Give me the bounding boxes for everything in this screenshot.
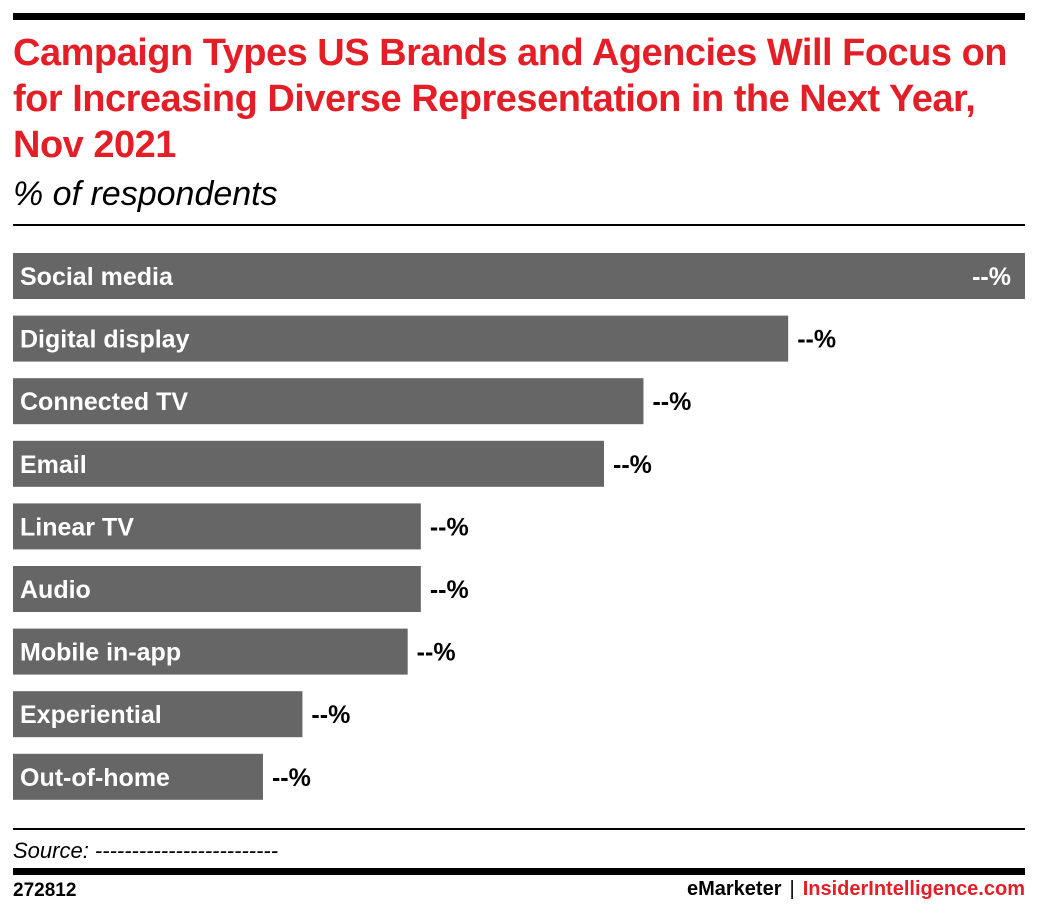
bar-category-label: Experiential	[20, 701, 162, 729]
chart-subtitle: % of respondents	[13, 175, 278, 213]
bar-category-label: Mobile in-app	[20, 639, 181, 667]
bar-value-label: --%	[613, 451, 652, 479]
brand-separator: |	[789, 878, 795, 900]
brand-emarketer: eMarketer	[686, 878, 782, 900]
chart-title: Campaign Types US Brands and Agencies Wi…	[13, 32, 1008, 166]
bar-category-label: Connected TV	[20, 388, 188, 416]
header-divider	[13, 224, 1025, 226]
bar-value-label: --%	[797, 326, 836, 354]
top-rule	[13, 13, 1025, 20]
bar-category-label: Email	[20, 451, 87, 479]
bar-category-label: Social media	[20, 263, 174, 291]
bar-2	[13, 378, 644, 425]
bar-7	[13, 691, 303, 738]
footer-divider	[13, 828, 1025, 830]
bar-value-label: --%	[430, 576, 469, 604]
bar-1	[13, 315, 789, 362]
chart-id: 272812	[13, 880, 77, 901]
bar-3	[13, 440, 605, 487]
bar-category-label: Out-of-home	[20, 764, 170, 792]
bottom-rule	[13, 868, 1025, 875]
bar-4	[13, 503, 421, 550]
source-note: Source: -------------------------	[13, 838, 279, 863]
bar-value-label: --%	[430, 513, 469, 541]
bar-0	[13, 253, 1025, 299]
bar-value-label: --%	[272, 764, 311, 792]
brand-insider-intelligence: InsiderIntelligence.com	[802, 878, 1025, 900]
bar-category-label: Linear TV	[20, 513, 134, 541]
brand-credit: eMarketer | InsiderIntelligence.com	[687, 878, 1025, 901]
bar-value-label: --%	[417, 639, 456, 667]
bar-6	[13, 628, 408, 675]
bar-value-label: --%	[652, 388, 691, 416]
bar-category-label: Audio	[20, 576, 91, 604]
bar-value-label: --%	[972, 263, 1011, 291]
bar-category-label: Digital display	[20, 326, 190, 354]
bar-5	[13, 566, 421, 612]
bar-8	[13, 753, 263, 800]
bar-value-label: --%	[311, 701, 350, 729]
